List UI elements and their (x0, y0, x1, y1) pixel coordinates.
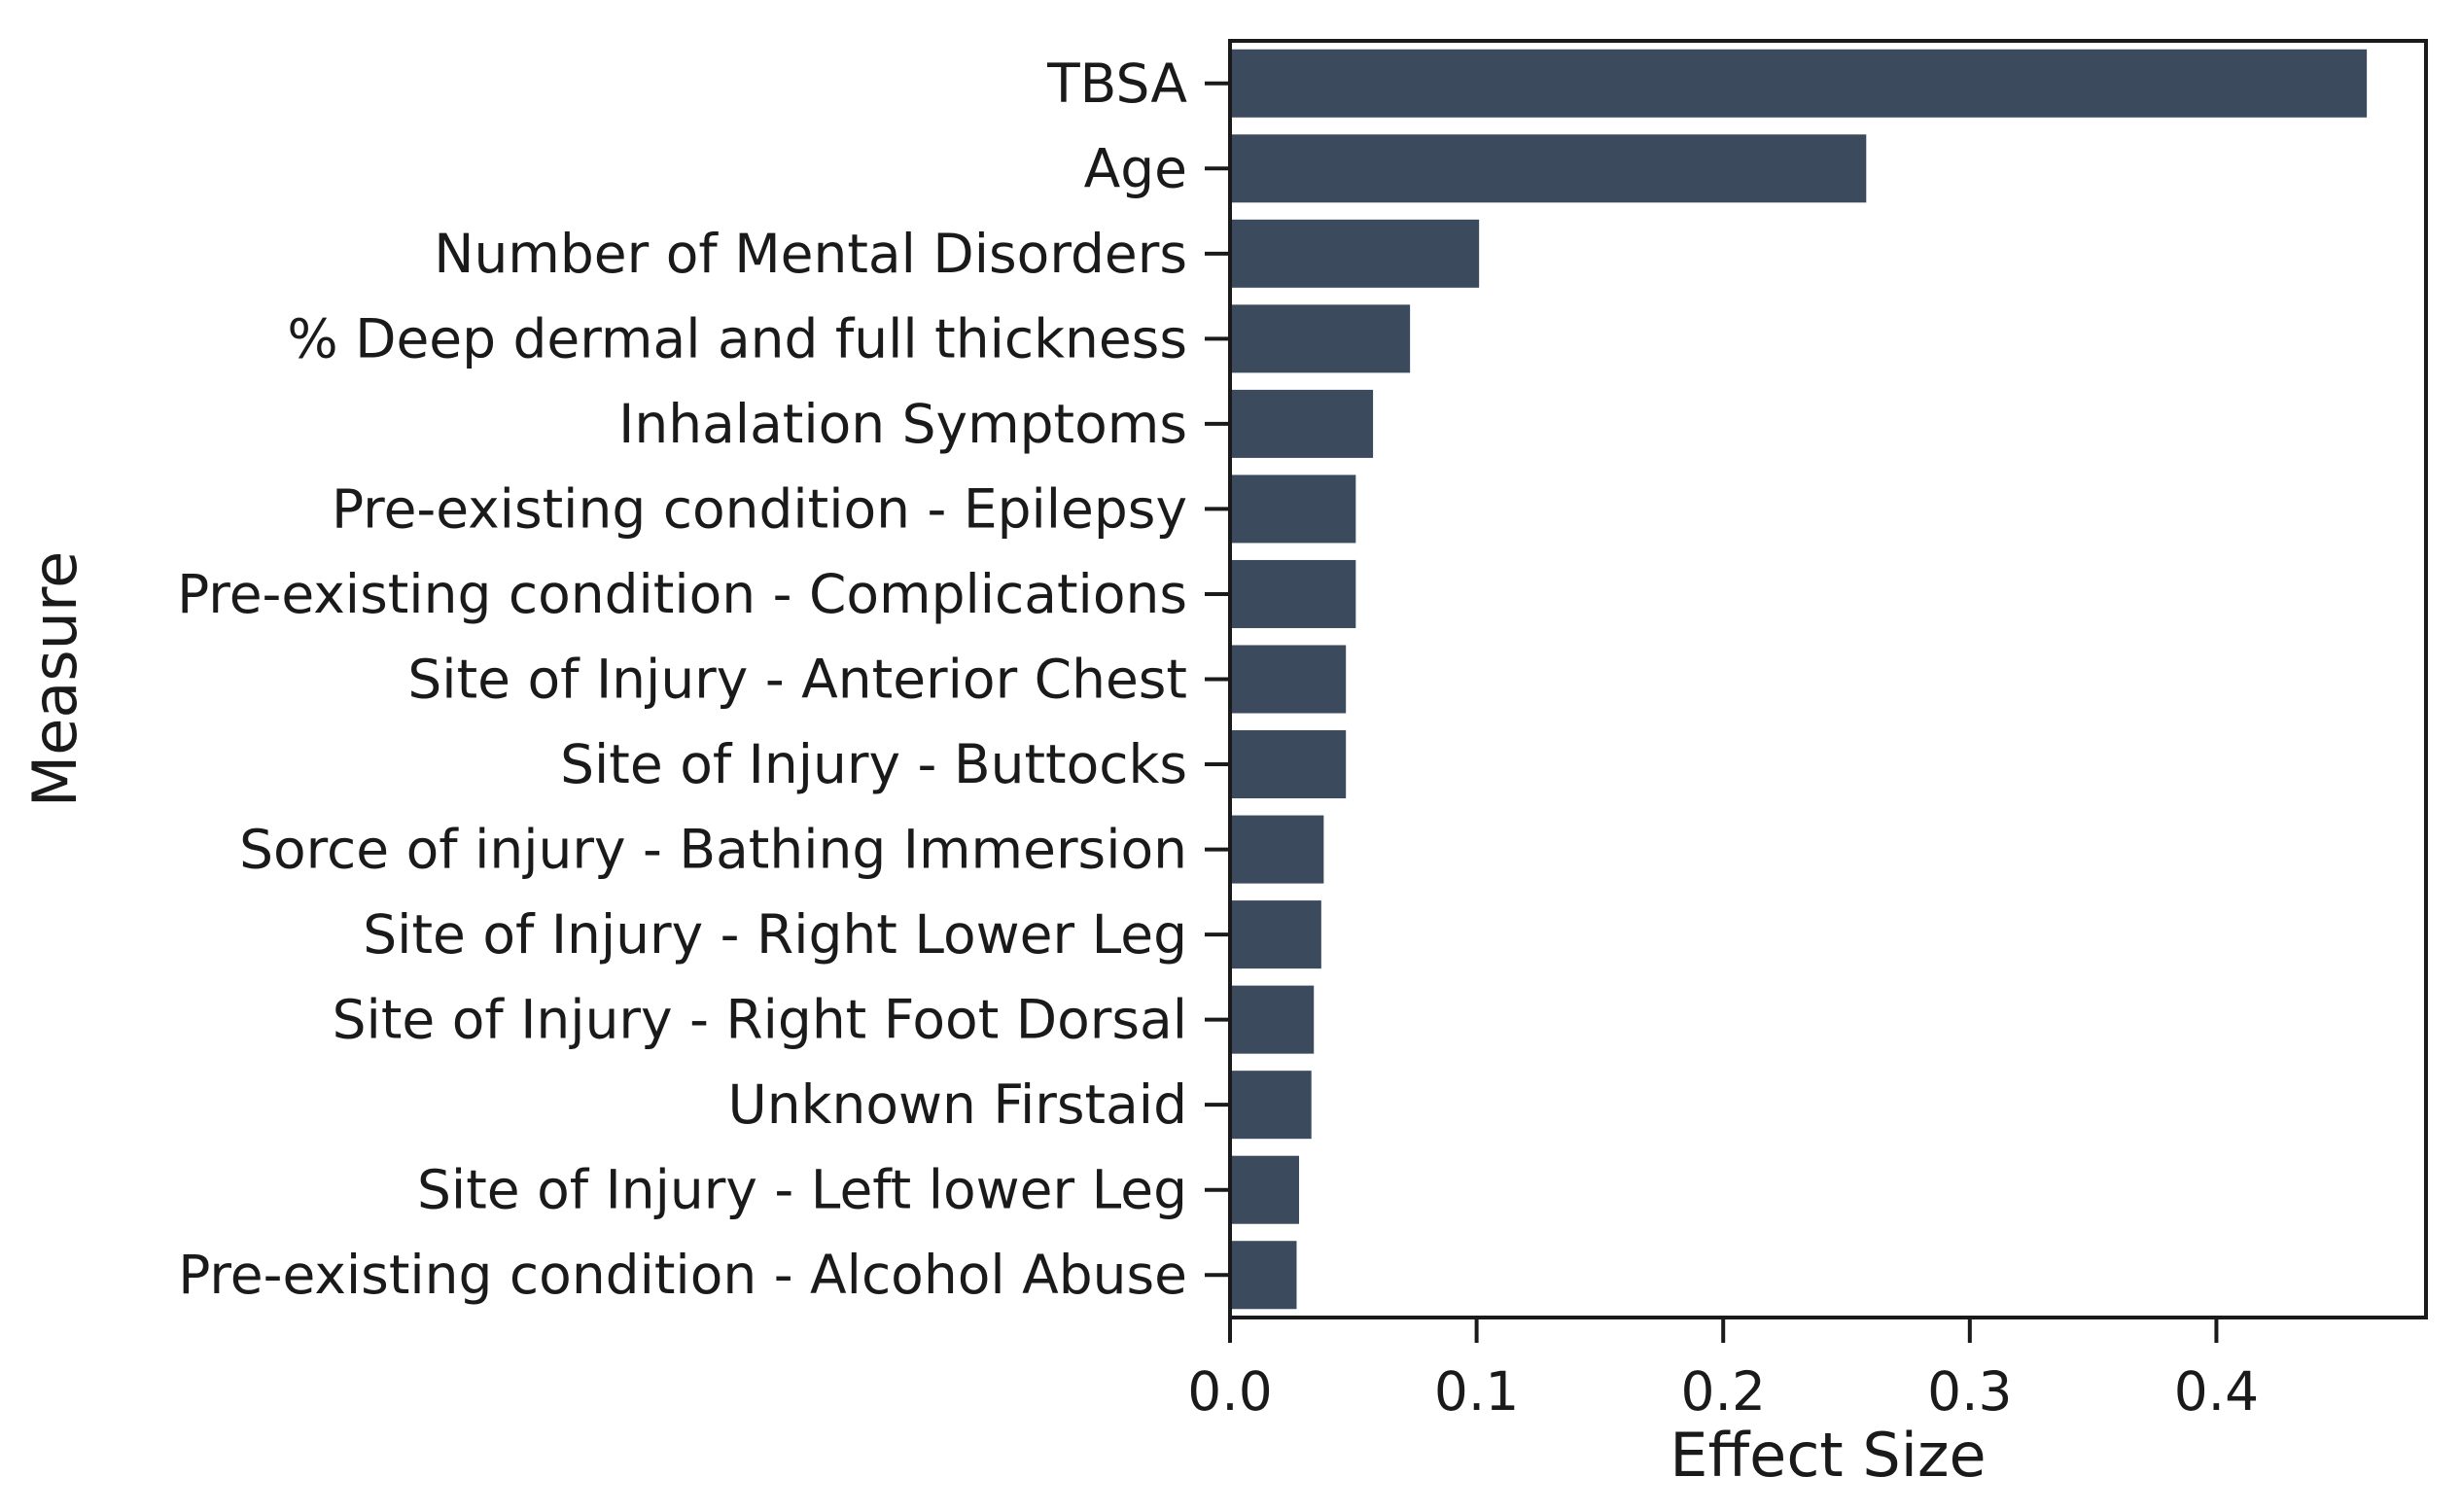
y-axis-title: Measure (19, 551, 90, 808)
bars-group (1230, 49, 2368, 1310)
category-label: % Deep dermal and full thickness (287, 307, 1187, 369)
plot-frame (1228, 39, 2428, 1319)
bar (1230, 389, 1374, 458)
x-tick-label: 0.0 (1187, 1360, 1272, 1423)
x-axis-ticks: 0.0 0.1 0.2 0.3 0.4 (1187, 1318, 2259, 1423)
category-label: Site of Injury - Right Foot Dorsal (333, 989, 1187, 1051)
category-label: Site of Injury - Left lower Leg (417, 1159, 1187, 1221)
bar (1230, 985, 1315, 1054)
bar (1230, 645, 1347, 714)
bar (1230, 559, 1356, 628)
category-label: Number of Mental Disorders (434, 223, 1187, 285)
category-label: Pre-existing condition - Alcohol Abuse (178, 1244, 1187, 1306)
bar (1230, 304, 1411, 373)
y-axis-ticks: TBSA Age Number of Mental Disorders % Deep … (177, 53, 1230, 1306)
category-label: Age (1084, 137, 1187, 199)
bar (1230, 475, 1356, 544)
x-axis-title: Effect Size (1670, 1420, 1986, 1491)
bar (1230, 134, 1867, 203)
bar (1230, 219, 1480, 288)
category-label: Site of Injury - Right Lower Leg (363, 903, 1187, 966)
bar (1230, 815, 1324, 884)
bar (1230, 730, 1347, 799)
bar (1230, 49, 2368, 118)
category-label: Pre-existing condition - Epilepsy (332, 477, 1187, 540)
category-label: Site of Injury - Buttocks (560, 733, 1187, 795)
bar (1230, 1241, 1297, 1310)
category-label: Site of Injury - Anterior Chest (407, 649, 1187, 711)
category-label: Unknown Firstaid (728, 1073, 1187, 1136)
bar (1230, 1155, 1300, 1224)
category-label: Inhalation Symptoms (618, 393, 1187, 455)
category-label: Sorce of injury - Bathing Immersion (239, 819, 1187, 881)
category-label: Pre-existing condition - Complications (177, 563, 1187, 625)
x-tick-label: 0.3 (1927, 1360, 2012, 1423)
category-label: TBSA (1046, 53, 1187, 115)
x-tick-label: 0.2 (1680, 1360, 1765, 1423)
x-tick-label: 0.1 (1434, 1360, 1519, 1423)
bar (1230, 900, 1321, 969)
x-tick-label: 0.4 (2174, 1360, 2259, 1423)
bar (1230, 1071, 1312, 1140)
